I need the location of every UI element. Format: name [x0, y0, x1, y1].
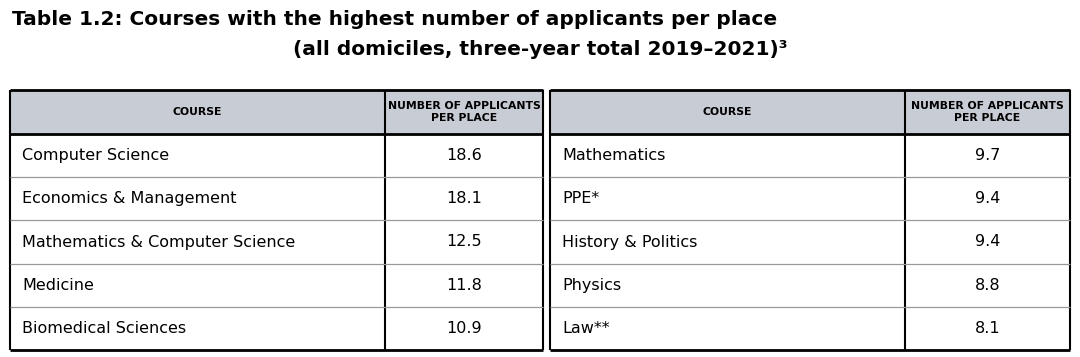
Text: Medicine: Medicine [22, 278, 94, 293]
Text: 8.1: 8.1 [974, 321, 1000, 336]
Bar [550, 263, 1070, 307]
Text: Computer Science: Computer Science [22, 148, 170, 163]
Bar [550, 90, 1070, 134]
Text: Law**: Law** [562, 321, 609, 336]
Bar [10, 134, 543, 177]
Text: Biomedical Sciences: Biomedical Sciences [22, 321, 186, 336]
Text: 8.8: 8.8 [974, 278, 1000, 293]
Bar [10, 220, 543, 263]
Text: COURSE: COURSE [173, 107, 222, 117]
Bar [10, 90, 543, 134]
Text: 18.1: 18.1 [446, 191, 482, 206]
Text: 9.4: 9.4 [975, 191, 1000, 206]
Text: Mathematics: Mathematics [562, 148, 665, 163]
Bar [550, 177, 1070, 220]
Text: 10.9: 10.9 [446, 321, 482, 336]
Text: 11.8: 11.8 [446, 278, 482, 293]
Text: 9.7: 9.7 [975, 148, 1000, 163]
Bar [550, 134, 1070, 177]
Text: 18.6: 18.6 [446, 148, 482, 163]
Bar [10, 307, 543, 350]
Text: Mathematics & Computer Science: Mathematics & Computer Science [22, 235, 295, 250]
Text: Economics & Management: Economics & Management [22, 191, 237, 206]
Text: (all domiciles, three-year total 2019–2021)³: (all domiciles, three-year total 2019–20… [293, 40, 787, 59]
Bar [10, 177, 543, 220]
Text: NUMBER OF APPLICANTS
PER PLACE: NUMBER OF APPLICANTS PER PLACE [912, 101, 1064, 123]
Bar [550, 220, 1070, 263]
Bar [550, 307, 1070, 350]
Bar [10, 263, 543, 307]
Text: 12.5: 12.5 [446, 235, 482, 250]
Text: COURSE: COURSE [703, 107, 752, 117]
Text: NUMBER OF APPLICANTS
PER PLACE: NUMBER OF APPLICANTS PER PLACE [388, 101, 540, 123]
Text: History & Politics: History & Politics [562, 235, 698, 250]
Text: 9.4: 9.4 [975, 235, 1000, 250]
Text: Physics: Physics [562, 278, 621, 293]
Text: Table 1.2: Courses with the highest number of applicants per place: Table 1.2: Courses with the highest numb… [12, 10, 778, 29]
Text: PPE*: PPE* [562, 191, 599, 206]
